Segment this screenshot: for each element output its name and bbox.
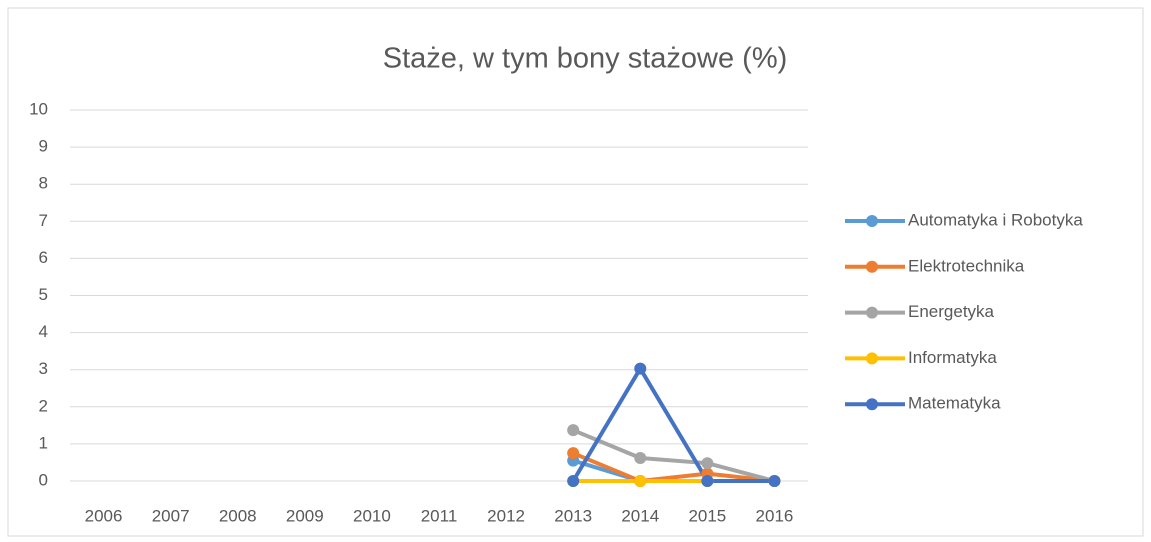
- data-point: [768, 475, 781, 487]
- data-point: [634, 475, 647, 487]
- x-tick-label: 2012: [487, 506, 525, 525]
- y-tick-label: 4: [39, 322, 48, 341]
- x-tick-label: 2010: [353, 506, 391, 525]
- y-tick-label: 9: [39, 137, 48, 156]
- series-line: [572, 451, 775, 483]
- legend-label: Energetyka: [908, 302, 995, 321]
- y-tick-label: 6: [39, 248, 48, 267]
- x-tick-label: 2009: [286, 506, 324, 525]
- x-tick-label: 2008: [219, 506, 257, 525]
- y-tick-label: 1: [39, 433, 48, 452]
- y-tick-label: 8: [39, 174, 48, 193]
- legend-marker: [866, 306, 878, 319]
- legend-label: Informatyka: [908, 348, 997, 367]
- y-tick-label: 10: [29, 99, 48, 118]
- legend-marker: [866, 260, 878, 273]
- series-line: [571, 366, 775, 483]
- legend-label: Matematyka: [908, 394, 1001, 413]
- series-line: [572, 428, 775, 483]
- data-point: [567, 424, 580, 437]
- legend-marker: [866, 352, 878, 365]
- legend-label: Automatyka i Robotyka: [908, 210, 1083, 229]
- data-point: [567, 475, 580, 487]
- legend-label: Elektrotechnika: [908, 256, 1025, 275]
- x-tick-label: 2006: [85, 506, 123, 525]
- y-tick-label: 7: [39, 211, 48, 230]
- legend-marker: [866, 398, 878, 411]
- data-point: [634, 362, 647, 375]
- x-tick-label: 2015: [688, 506, 726, 525]
- x-tick-label: 2013: [554, 506, 592, 525]
- data-point: [567, 447, 580, 460]
- chart-title: Staże, w tym bony stażowe (%): [383, 43, 788, 75]
- y-tick-label: 5: [39, 285, 48, 304]
- legend-marker: [866, 215, 878, 227]
- y-tick-label: 3: [39, 359, 48, 378]
- x-tick-label: 2011: [421, 506, 458, 525]
- y-tick-label: 2: [39, 396, 48, 415]
- x-tick-label: 2014: [621, 506, 659, 525]
- data-point: [701, 475, 714, 487]
- data-point: [634, 451, 647, 464]
- x-tick-label: 2016: [756, 506, 794, 525]
- data-point: [701, 457, 714, 470]
- y-tick-label: 0: [39, 470, 48, 489]
- x-tick-label: 2007: [152, 506, 190, 525]
